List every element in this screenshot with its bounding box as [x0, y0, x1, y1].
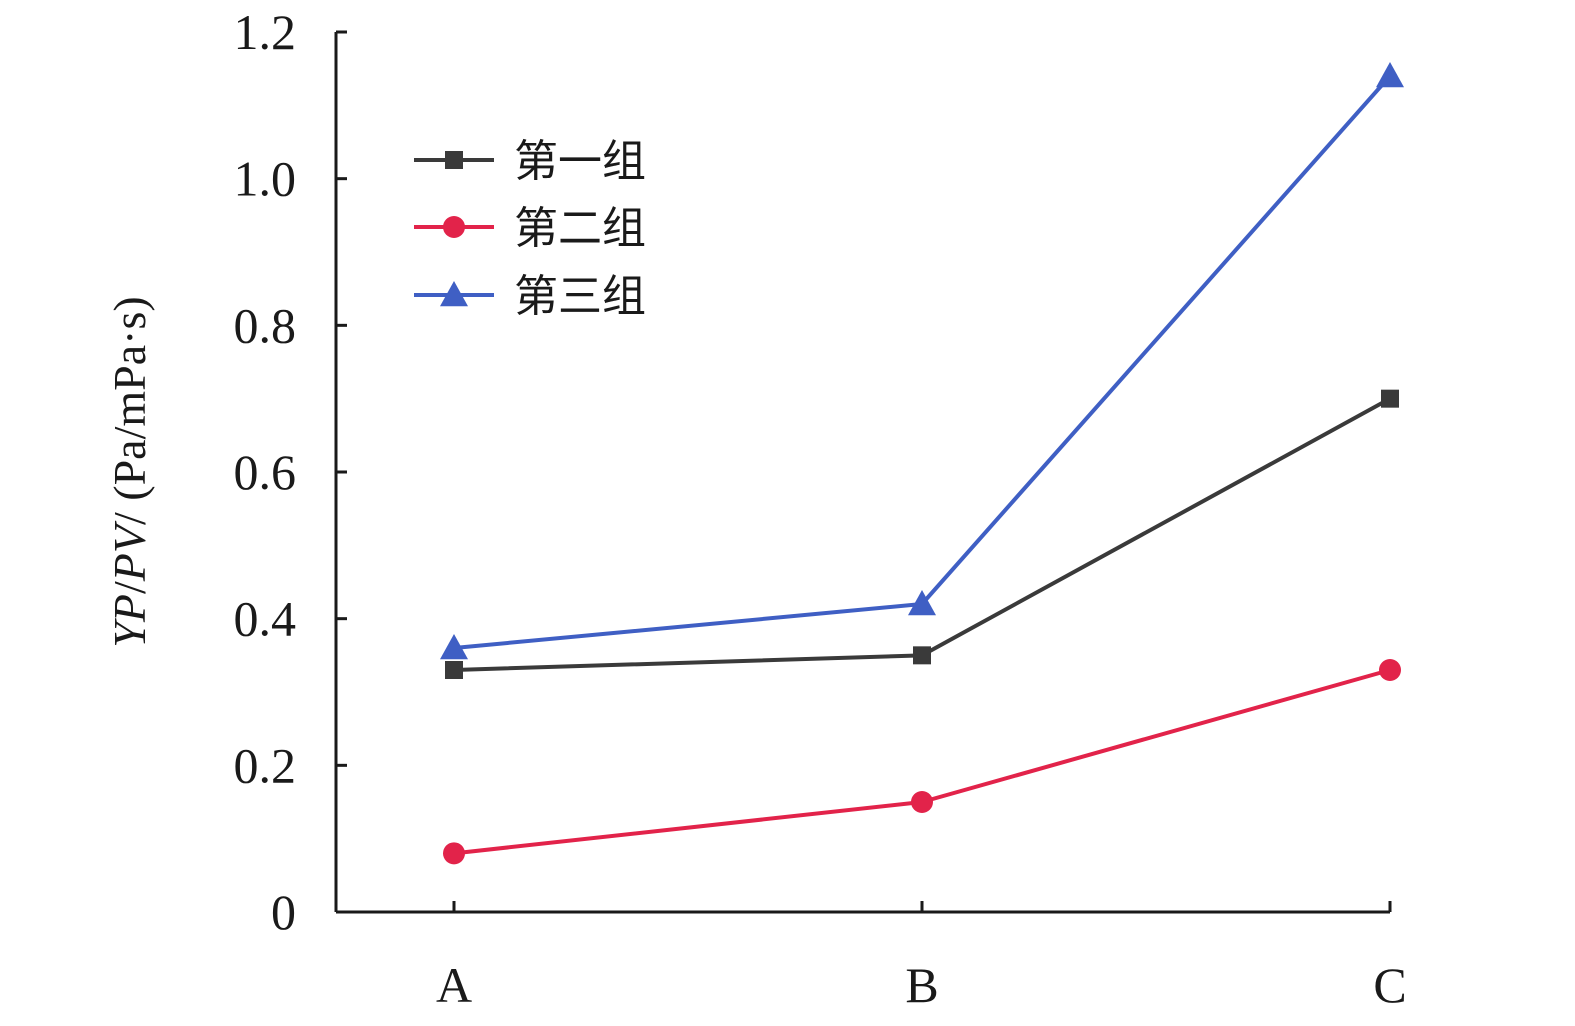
legend-label: 第二组 — [514, 203, 646, 254]
y-tick-label: 0.2 — [234, 737, 297, 793]
y-tick-label: 0 — [271, 884, 296, 940]
data-point — [1381, 389, 1399, 408]
data-point — [443, 842, 465, 865]
series-3 — [440, 62, 1404, 660]
series-line — [453, 396, 1391, 672]
legend-marker — [440, 281, 468, 307]
legend-marker — [443, 216, 465, 238]
x-tick-label: B — [905, 957, 938, 1013]
y-axis-title-part: / — [104, 581, 155, 594]
legend-item: 第一组 — [414, 136, 646, 187]
series-1 — [445, 389, 1399, 679]
legend-label: 第一组 — [514, 136, 646, 187]
y-axis-title-part: / (Pa/mPa·s) — [104, 296, 155, 525]
y-tick-label: 1.0 — [234, 151, 297, 207]
series-line — [453, 668, 1391, 856]
data-point — [440, 634, 468, 660]
data-point — [1376, 62, 1404, 88]
series-2 — [443, 659, 1401, 865]
x-tick-label: C — [1373, 957, 1406, 1013]
x-axis: A B C — [336, 901, 1407, 1013]
y-axis-title: YP/PV/ (Pa/mPa·s) — [104, 296, 155, 647]
data-point — [1379, 659, 1401, 681]
legend-marker — [445, 151, 463, 169]
x-tick-label: A — [436, 957, 472, 1013]
y-tick-label: 0.8 — [234, 297, 297, 353]
legend-item: 第二组 — [414, 203, 646, 254]
y-axis-title-part: YP — [104, 594, 155, 648]
series-lines — [440, 62, 1404, 865]
legend-item: 第三组 — [414, 271, 646, 322]
data-point — [911, 791, 933, 813]
y-axis-title-part: PV — [104, 520, 155, 582]
legend-label: 第三组 — [514, 271, 646, 322]
y-tick-label: 1.2 — [234, 4, 297, 60]
y-axis: 0 0.2 0.4 0.6 0.8 1.0 1.2 — [234, 4, 347, 940]
y-tick-label: 0.4 — [234, 591, 297, 647]
data-point — [445, 661, 463, 679]
data-point — [908, 590, 936, 616]
data-point — [913, 646, 931, 665]
y-tick-label: 0.6 — [234, 444, 297, 500]
